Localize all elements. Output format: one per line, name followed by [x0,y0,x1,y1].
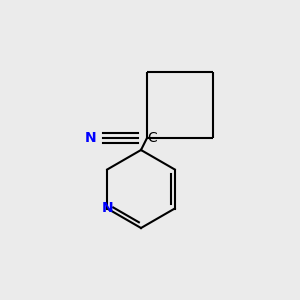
Text: C: C [147,131,157,145]
Text: N: N [84,131,96,145]
Text: N: N [101,202,113,215]
